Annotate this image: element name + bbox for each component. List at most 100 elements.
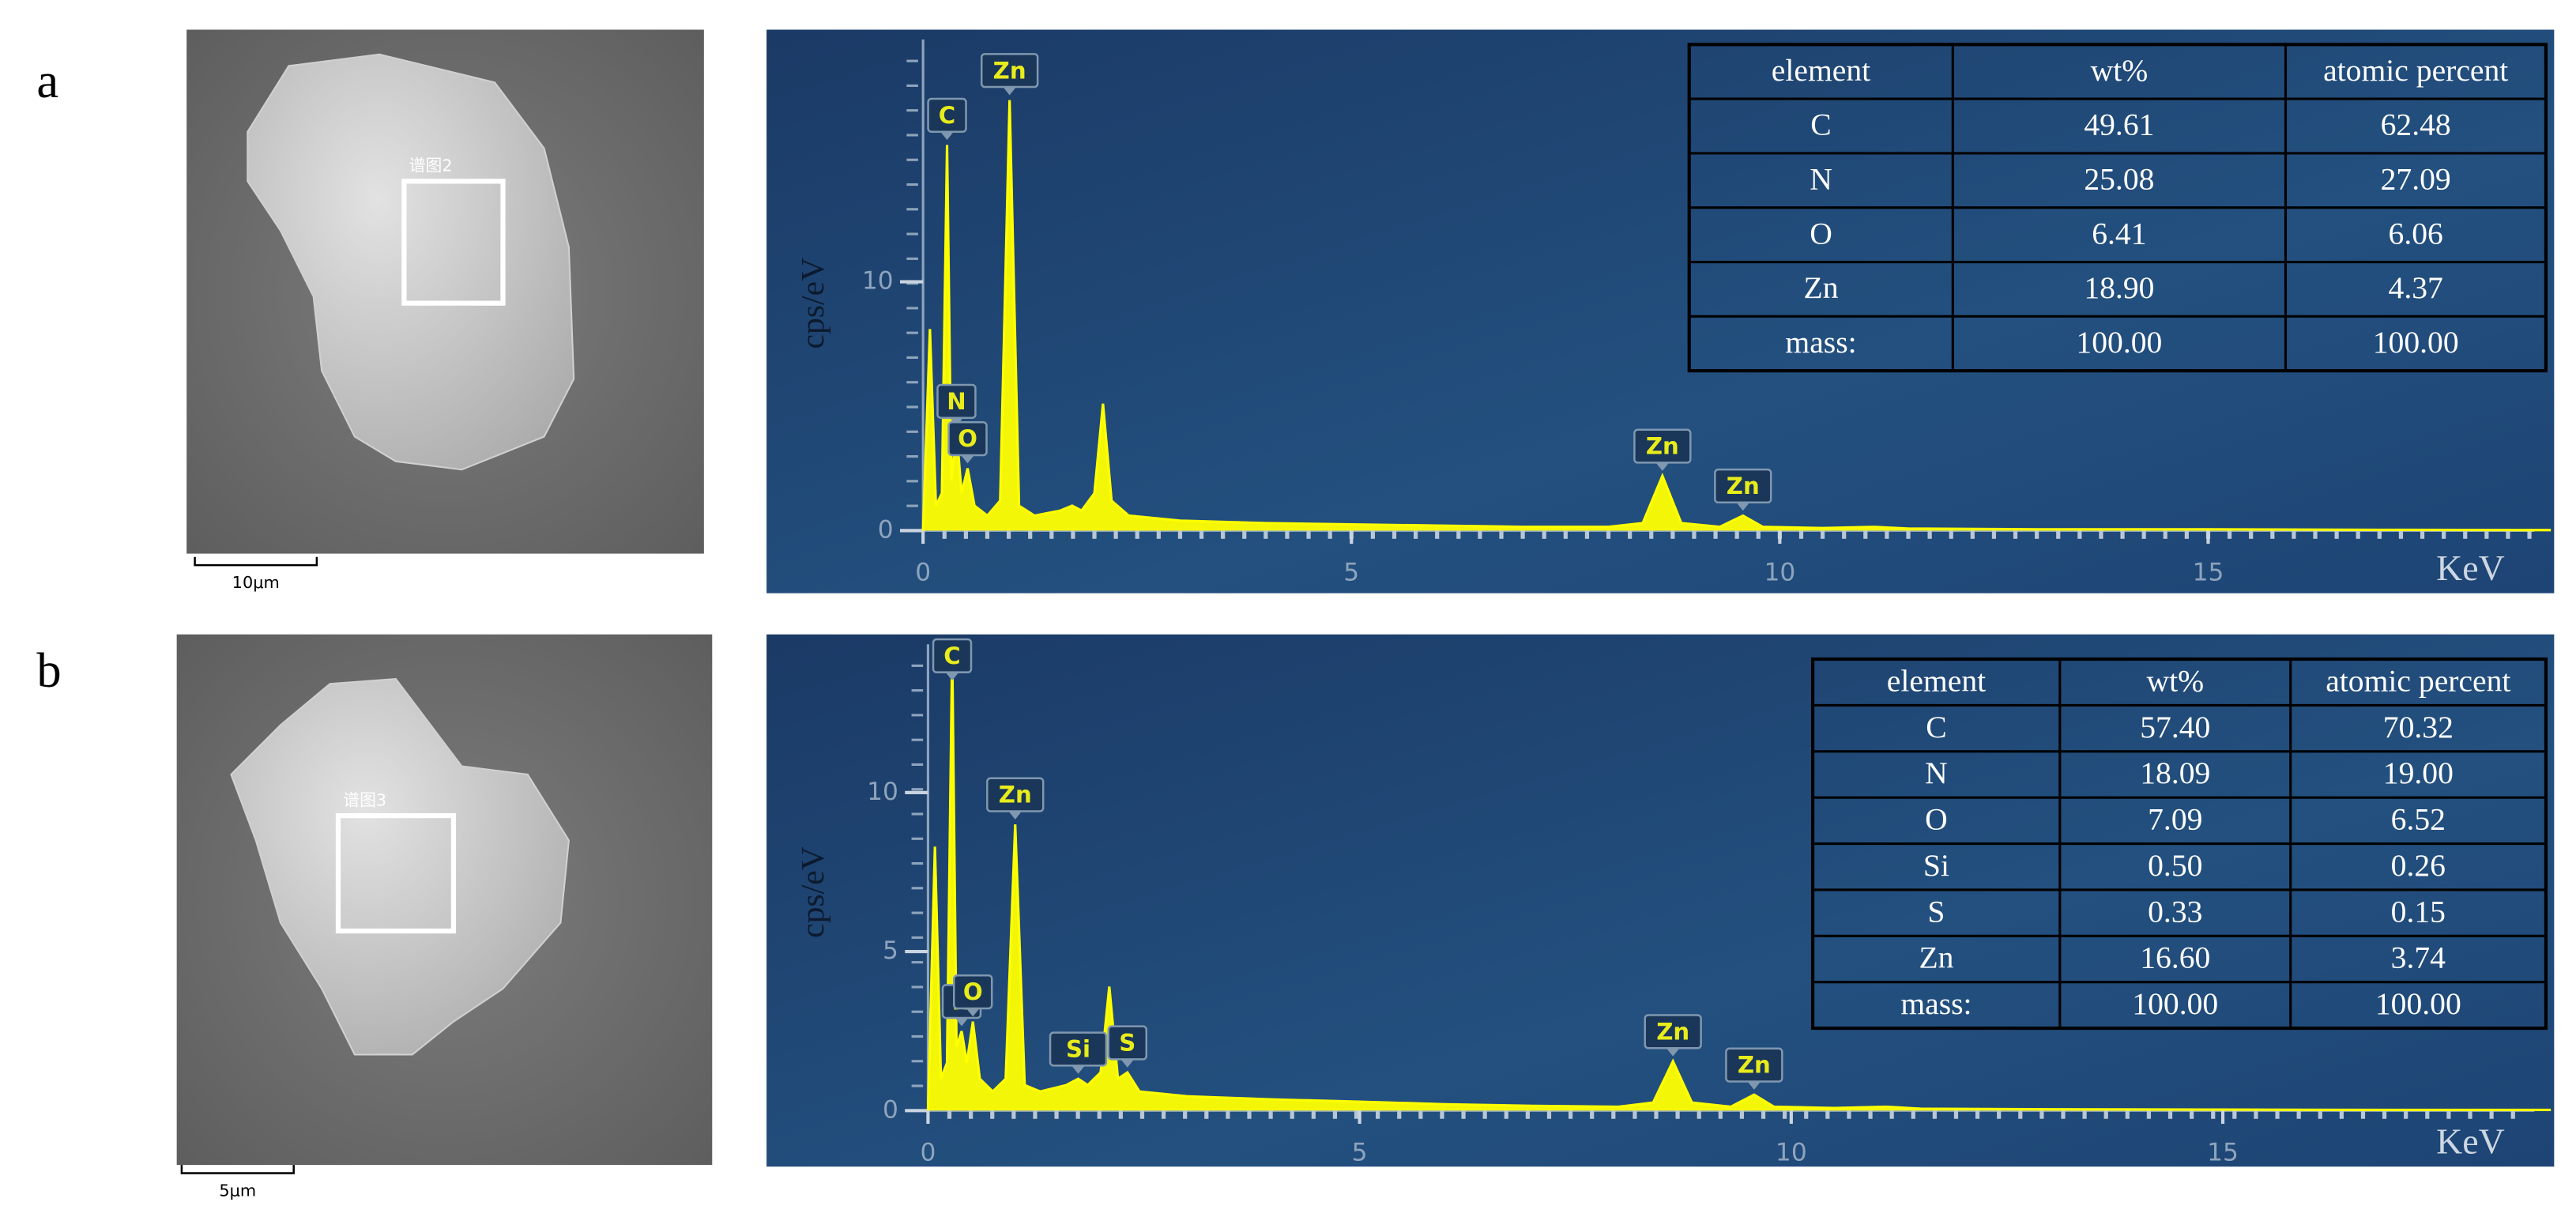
roi-label: 谱图3	[343, 790, 386, 809]
x-axis-label: KeV	[2436, 548, 2505, 588]
peak-label-text: Zn	[1646, 433, 1679, 460]
roi-box	[401, 179, 506, 306]
x-tick-label: 5	[1352, 1139, 1368, 1167]
peak-label-text: Zn	[1727, 473, 1760, 499]
peak-label-text: O	[958, 425, 977, 452]
peak-label-pointer	[945, 672, 959, 681]
table-cell: 0.33	[2148, 894, 2202, 929]
peak-label: Zn	[1633, 428, 1692, 471]
peak-label-pointer	[1071, 1065, 1085, 1074]
y-tick-label: 10	[862, 267, 894, 296]
y-axis-label: cps/eV	[795, 258, 831, 349]
table-cell: Zn	[1804, 270, 1839, 305]
sem-particle	[230, 677, 570, 1056]
table-cell: 27.09	[2381, 161, 2451, 196]
peak-label: C	[932, 638, 973, 681]
peak-label-pointer	[1003, 87, 1017, 96]
table-cell: 0.50	[2148, 848, 2202, 883]
table-cell: 62.48	[2381, 107, 2451, 142]
table-cell: 100.00	[2132, 986, 2218, 1021]
roi-label: 谱图2	[409, 156, 453, 175]
peak-label-pointer	[940, 131, 954, 141]
peak-label-pointer	[961, 454, 974, 464]
table-cell: S	[1927, 894, 1945, 929]
table-header: wt%	[2091, 53, 2149, 88]
scale-bar	[180, 1165, 295, 1174]
peak-label-text: Zn	[1656, 1018, 1689, 1045]
peak-label-text: Zn	[999, 782, 1032, 808]
table-cell: mass:	[1785, 325, 1856, 360]
x-tick-label: 5	[1343, 559, 1359, 587]
table-cell: 49.61	[2084, 107, 2154, 142]
panel-label: b	[36, 643, 61, 698]
x-tick-label: 10	[1776, 1139, 1807, 1167]
x-axis-label: KeV	[2436, 1121, 2505, 1162]
table-cell: 100.00	[2375, 986, 2461, 1021]
x-tick-label: 0	[920, 1139, 936, 1167]
table-cell: N	[1925, 756, 1948, 790]
y-axis-label: cps/eV	[795, 846, 831, 938]
table-cell: O	[1810, 216, 1832, 251]
table-cell: O	[1925, 802, 1948, 837]
table-cell: 18.90	[2084, 270, 2154, 305]
table-cell: 7.09	[2148, 802, 2202, 837]
x-tick-label: 15	[2207, 1139, 2239, 1167]
peak-label-text: O	[963, 978, 983, 1005]
peak-label: Si	[1049, 1031, 1108, 1074]
peak-label-pointer	[1736, 502, 1750, 511]
peak-label-pointer	[1008, 811, 1022, 820]
table-cell: Zn	[1919, 940, 1953, 975]
table-cell: 25.08	[2084, 161, 2154, 196]
table-cell: 19.00	[2383, 756, 2454, 790]
table-cell: 100.00	[2076, 325, 2162, 360]
scale-bar-label: 10μm	[232, 573, 280, 592]
peak-label-pointer	[1747, 1081, 1761, 1090]
peak-label-pointer	[1666, 1048, 1680, 1057]
peak-label: Zn	[1714, 468, 1772, 511]
table-cell: 70.32	[2383, 710, 2454, 744]
roi-box	[335, 812, 457, 934]
peak-label: Zn	[986, 777, 1045, 820]
peak-label: O	[953, 974, 993, 1017]
scale-bar-label: 5μm	[219, 1181, 256, 1200]
table-cell: C	[1810, 107, 1831, 142]
table-cell: 3.74	[2391, 940, 2446, 975]
peak-label: Zn	[980, 53, 1039, 96]
sem-particle	[247, 53, 575, 471]
table-header: wt%	[2146, 663, 2204, 698]
y-tick-label: 10	[867, 778, 898, 806]
peak-label: S	[1107, 1025, 1148, 1068]
table-cell: 0.15	[2391, 894, 2446, 929]
peak-label-text: N	[947, 388, 966, 415]
peak-label-pointer	[955, 1018, 969, 1027]
y-tick-label: 0	[878, 515, 894, 544]
plot-background	[766, 634, 2555, 1167]
peak-label-pointer	[966, 1008, 980, 1017]
peak-label-pointer	[1655, 462, 1670, 471]
x-tick-label: 10	[1764, 559, 1795, 587]
peak-label: Zn	[1644, 1014, 1702, 1057]
table-cell: mass:	[1900, 986, 1972, 1021]
peak-label: C	[927, 97, 967, 141]
scale-bar	[194, 556, 318, 567]
panel-label: a	[36, 53, 58, 108]
table-header: atomic percent	[2326, 663, 2510, 698]
table-cell: 0.26	[2391, 848, 2446, 883]
table-cell: 6.06	[2389, 216, 2443, 251]
table-cell: Si	[1923, 848, 1949, 883]
table-cell: 18.09	[2140, 756, 2210, 790]
table-cell: N	[1810, 161, 1832, 196]
peak-label-text: S	[1119, 1030, 1135, 1057]
peak-label-text: C	[939, 102, 955, 129]
y-tick-label: 0	[883, 1095, 898, 1124]
table-cell: 4.37	[2389, 270, 2443, 305]
peak-label: N	[936, 383, 977, 427]
spectrum-line	[926, 649, 2552, 1112]
x-tick-label: 0	[915, 559, 931, 587]
spectrum-line	[921, 100, 2552, 532]
peak-label: O	[947, 421, 988, 464]
table-header: atomic percent	[2323, 53, 2508, 88]
table-cell: C	[1926, 710, 1946, 744]
table-header: element	[1772, 53, 1870, 88]
